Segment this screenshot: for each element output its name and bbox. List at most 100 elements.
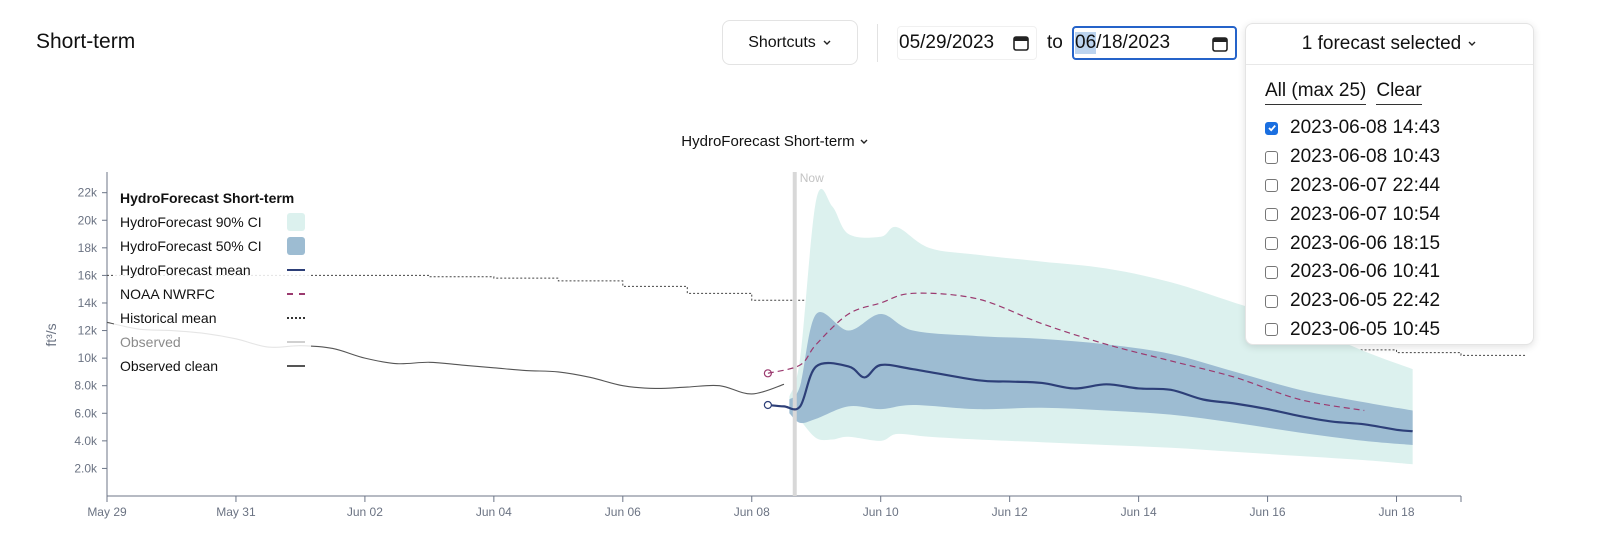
legend-item-label: HydroForecast mean: [120, 262, 251, 278]
x-tick-label: Jun 14: [1121, 505, 1157, 519]
legend-item-label: HydroForecast 90% CI: [120, 214, 262, 230]
y-tick-label: 4.0k: [74, 434, 98, 448]
end-date-input[interactable]: 06 /18/2023: [1072, 26, 1237, 60]
forecast-option[interactable]: 2023-06-07 22:44: [1265, 172, 1440, 201]
noaa-nwrfc-line: [767, 292, 1365, 412]
date-range-to-label: to: [1047, 32, 1063, 53]
chart-legend: HydroForecast Short-term HydroForecast 9…: [114, 186, 311, 382]
legend-item-label: Historical mean: [120, 310, 217, 326]
forecast-checkbox[interactable]: [1265, 265, 1278, 279]
shortcuts-label: Shortcuts: [748, 33, 816, 51]
x-tick-label: Jun 02: [347, 505, 383, 519]
legend-item[interactable]: Observed clean: [120, 356, 305, 376]
forecast-option[interactable]: 2023-06-08 14:43: [1265, 114, 1440, 143]
clear-button[interactable]: Clear: [1376, 80, 1422, 105]
hydroforecast-mean-line: [767, 361, 1413, 433]
chart-series-selector[interactable]: HydroForecast Short-term: [0, 133, 1550, 150]
y-tick-label: 2.0k: [74, 461, 98, 475]
forecast-option[interactable]: 2023-06-05 10:45: [1265, 316, 1440, 345]
checkmark-icon: [1267, 125, 1276, 132]
y-tick-label: 16k: [78, 268, 98, 282]
chevron-down-icon: [1468, 41, 1476, 46]
forecast-checkbox[interactable]: [1265, 294, 1278, 308]
legend-swatch: [287, 213, 305, 231]
legend-swatch: [287, 269, 305, 271]
legend-item[interactable]: HydroForecast 90% CI: [120, 212, 305, 232]
page-title: Short-term: [36, 30, 136, 53]
legend-swatch: [287, 317, 305, 319]
forecast-option[interactable]: 2023-06-08 10:43: [1265, 143, 1440, 172]
start-date-value: 05/29/2023: [899, 32, 995, 53]
forecast-option-label: 2023-06-06 18:15: [1290, 232, 1441, 254]
forecast-selector-panel: 1 forecast selected All (max 25) Clear 2…: [1245, 23, 1534, 345]
select-all-button[interactable]: All (max 25): [1265, 80, 1367, 105]
legend-item[interactable]: Observed: [120, 332, 305, 352]
forecast-checkbox[interactable]: [1265, 237, 1278, 251]
legend-item[interactable]: NOAA NWRFC: [120, 284, 305, 304]
x-tick-label: May 31: [216, 505, 256, 519]
legend-item-label: Observed clean: [120, 358, 219, 374]
chart-series-label: HydroForecast Short-term: [681, 133, 855, 150]
legend-item[interactable]: HydroForecast mean: [120, 260, 305, 280]
forecast-selector-button[interactable]: 1 forecast selected: [1246, 24, 1533, 65]
legend-title-text: HydroForecast Short-term: [120, 190, 295, 206]
forecast-selector-label: 1 forecast selected: [1301, 33, 1462, 54]
legend-item-label: HydroForecast 50% CI: [120, 238, 262, 254]
now-label: Now: [800, 171, 824, 185]
x-tick-label: Jun 18: [1379, 505, 1415, 519]
y-tick-label: 20k: [78, 213, 98, 227]
legend-title: HydroForecast Short-term: [120, 188, 305, 208]
forecast-option-label: 2023-06-05 22:42: [1290, 290, 1441, 312]
ci50-band: [789, 312, 1413, 445]
end-date-month-selected: 06: [1075, 32, 1097, 54]
y-axis-label: ft³/s: [43, 323, 59, 346]
x-tick-label: Jun 10: [863, 505, 899, 519]
forecast-option-label: 2023-06-05 10:45: [1290, 318, 1441, 340]
forecast-checkbox[interactable]: [1265, 208, 1278, 222]
forecast-option[interactable]: 2023-06-05 22:42: [1265, 287, 1440, 316]
legend-item-label: Observed: [120, 334, 181, 350]
legend-item-label: NOAA NWRFC: [120, 286, 215, 302]
forecast-option-label: 2023-06-07 10:54: [1290, 203, 1441, 225]
y-tick-label: 12k: [78, 324, 98, 338]
forecast-option[interactable]: 2023-06-07 10:54: [1265, 200, 1440, 229]
y-tick-label: 6.0k: [74, 406, 98, 420]
chevron-down-icon: [860, 139, 868, 144]
x-tick-label: Jun 04: [476, 505, 512, 519]
x-tick-label: Jun 06: [605, 505, 641, 519]
forecast-option-label: 2023-06-08 14:43: [1290, 117, 1441, 139]
legend-item[interactable]: HydroForecast 50% CI: [120, 236, 305, 256]
chevron-down-icon: [823, 40, 831, 45]
end-date-value: /18/2023: [1096, 32, 1171, 53]
legend-swatch: [287, 365, 305, 367]
noaa-start-marker: [763, 369, 772, 378]
shortcuts-dropdown[interactable]: Shortcuts: [722, 20, 858, 65]
forecast-option-label: 2023-06-08 10:43: [1290, 146, 1441, 168]
forecast-option[interactable]: 2023-06-06 10:41: [1265, 258, 1440, 287]
start-date-input[interactable]: 05/29/2023: [897, 26, 1037, 60]
calendar-icon[interactable]: [1012, 34, 1030, 52]
forecast-list: 2023-06-08 14:43 2023-06-08 10:43 2023-06-…: [1265, 114, 1440, 344]
legend-item[interactable]: Historical mean: [120, 308, 305, 328]
calendar-icon[interactable]: [1211, 35, 1229, 53]
x-tick-label: Jun 12: [992, 505, 1028, 519]
legend-swatch: [287, 293, 305, 295]
legend-swatch: [287, 237, 305, 255]
x-tick-label: Jun 16: [1250, 505, 1286, 519]
forecast-checkbox[interactable]: [1265, 121, 1278, 135]
forecast-option-label: 2023-06-07 22:44: [1290, 174, 1441, 196]
forecast-checkbox[interactable]: [1265, 150, 1278, 164]
x-tick-label: Jun 08: [734, 505, 770, 519]
y-tick-label: 22k: [78, 186, 98, 200]
legend-swatch: [287, 341, 305, 343]
forecast-option-label: 2023-06-06 10:41: [1290, 261, 1441, 283]
forecast-checkbox[interactable]: [1265, 179, 1278, 193]
forecast-checkbox[interactable]: [1265, 323, 1278, 337]
forecast-option[interactable]: 2023-06-06 18:15: [1265, 229, 1440, 258]
y-tick-label: 8.0k: [74, 379, 98, 393]
hydroforecast-start-marker: [763, 400, 772, 410]
y-tick-label: 10k: [78, 351, 98, 365]
y-tick-label: 14k: [78, 296, 98, 310]
x-tick-label: May 29: [87, 505, 127, 519]
